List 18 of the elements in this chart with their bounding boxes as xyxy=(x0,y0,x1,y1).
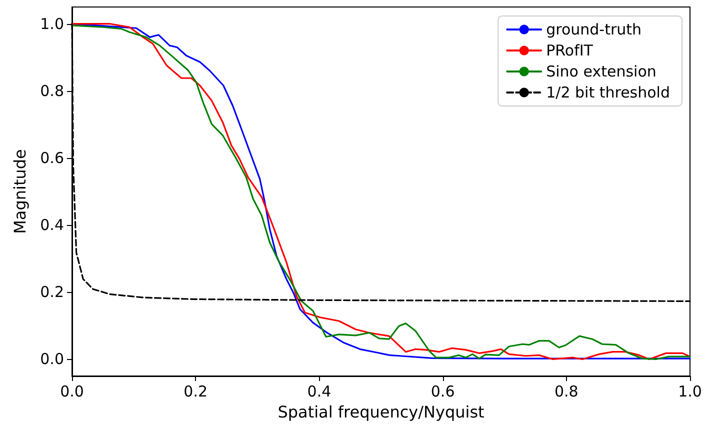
y-tick-label: 0.4 xyxy=(40,216,64,234)
y-tick-label: 0.0 xyxy=(40,350,64,368)
legend-label: Sino extension xyxy=(546,62,656,80)
x-tick-label: 0.0 xyxy=(60,382,84,400)
x-tick-label: 0.6 xyxy=(430,382,455,400)
x-tick-label: 0.2 xyxy=(184,382,208,400)
y-axis-title: Magnitude xyxy=(10,149,30,234)
y-tick-label: 1.0 xyxy=(40,14,64,33)
y-tick-label: 0.8 xyxy=(40,82,64,100)
x-tick-label: 0.4 xyxy=(307,382,332,400)
legend-label: 1/2 bit threshold xyxy=(546,84,670,102)
x-tick-label: 1.0 xyxy=(678,382,702,400)
y-tick-label: 0.2 xyxy=(40,283,64,302)
legend-label: PRofIT xyxy=(546,42,594,60)
x-tick-label: 0.8 xyxy=(554,382,578,400)
y-tick-label: 0.6 xyxy=(40,148,64,167)
x-axis-title: Spatial frequency/Nyquist xyxy=(278,402,484,422)
legend-label: ground-truth xyxy=(546,20,642,38)
